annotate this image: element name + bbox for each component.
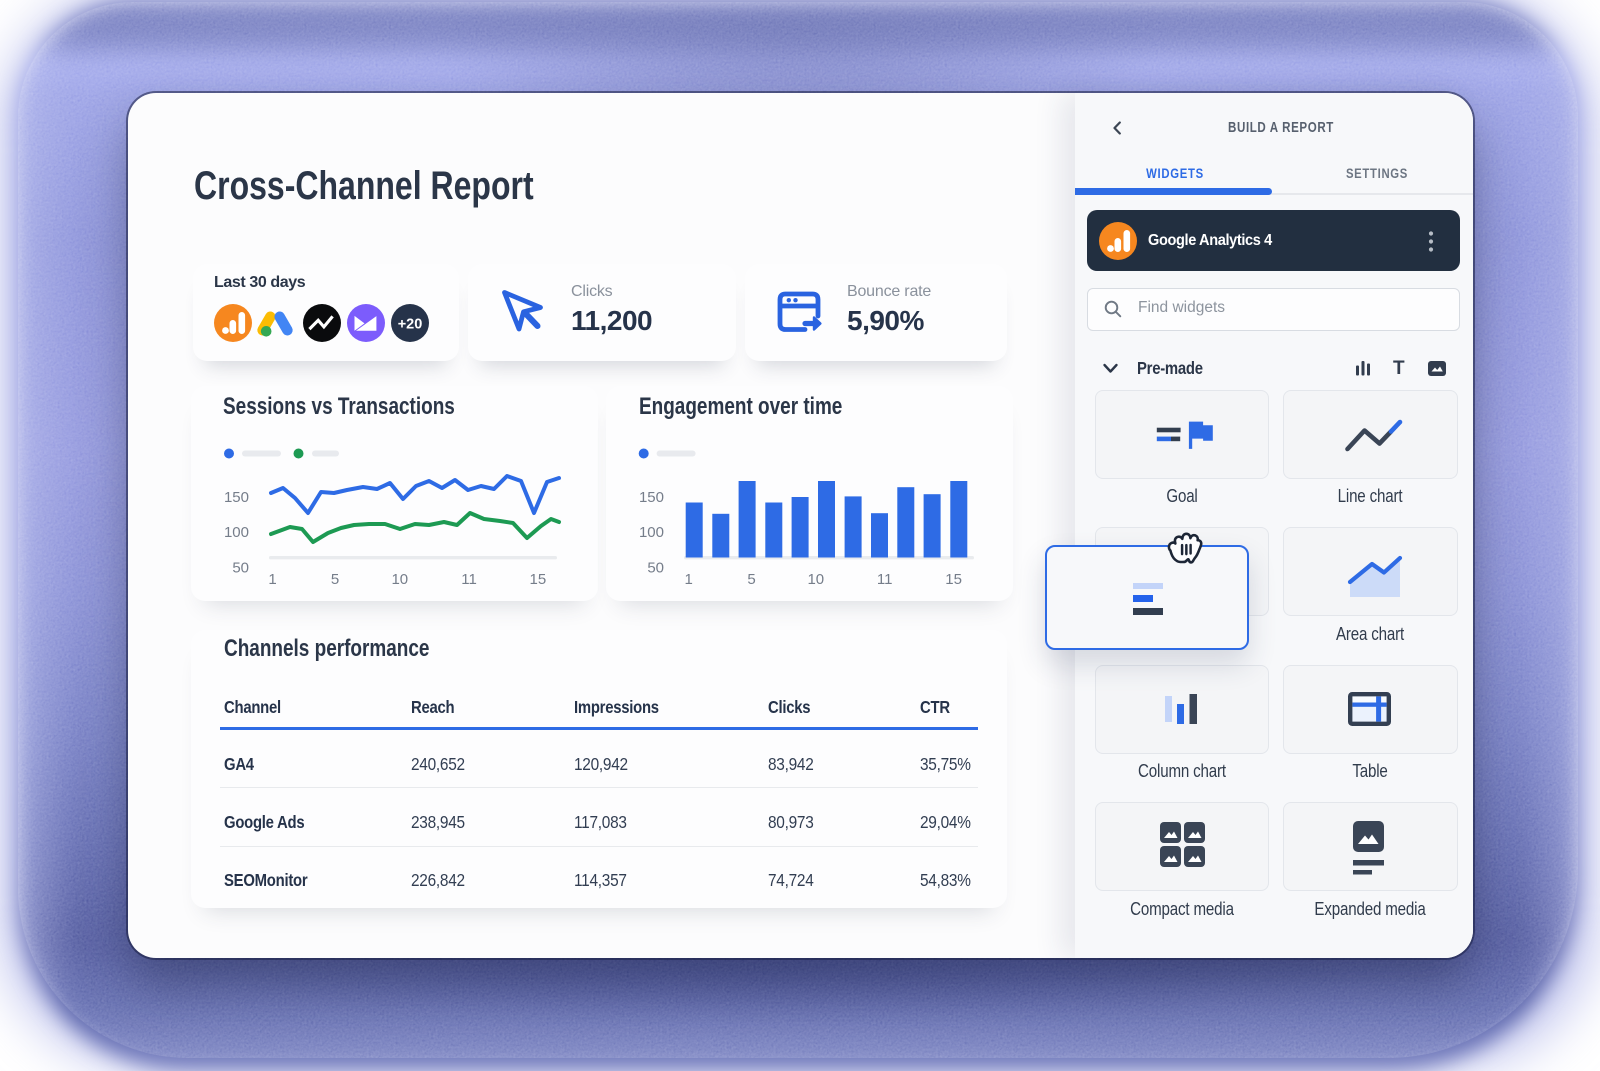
svg-text:10: 10 xyxy=(391,571,408,588)
svg-text:1: 1 xyxy=(268,571,276,588)
svg-text:15: 15 xyxy=(530,571,547,588)
svg-text:100: 100 xyxy=(639,524,664,541)
svg-text:50: 50 xyxy=(232,560,249,577)
svg-text:150: 150 xyxy=(639,489,664,506)
svg-text:11: 11 xyxy=(461,571,477,588)
svg-text:50: 50 xyxy=(647,560,664,577)
svg-text:100: 100 xyxy=(224,524,249,541)
svg-text:5: 5 xyxy=(331,571,339,588)
svg-text:1: 1 xyxy=(685,571,693,588)
svg-text:11: 11 xyxy=(877,571,893,588)
svg-text:150: 150 xyxy=(224,489,249,506)
svg-text:5: 5 xyxy=(747,571,755,588)
svg-text:10: 10 xyxy=(807,571,824,588)
svg-text:15: 15 xyxy=(945,571,962,588)
svg-text:+20: +20 xyxy=(398,317,423,333)
